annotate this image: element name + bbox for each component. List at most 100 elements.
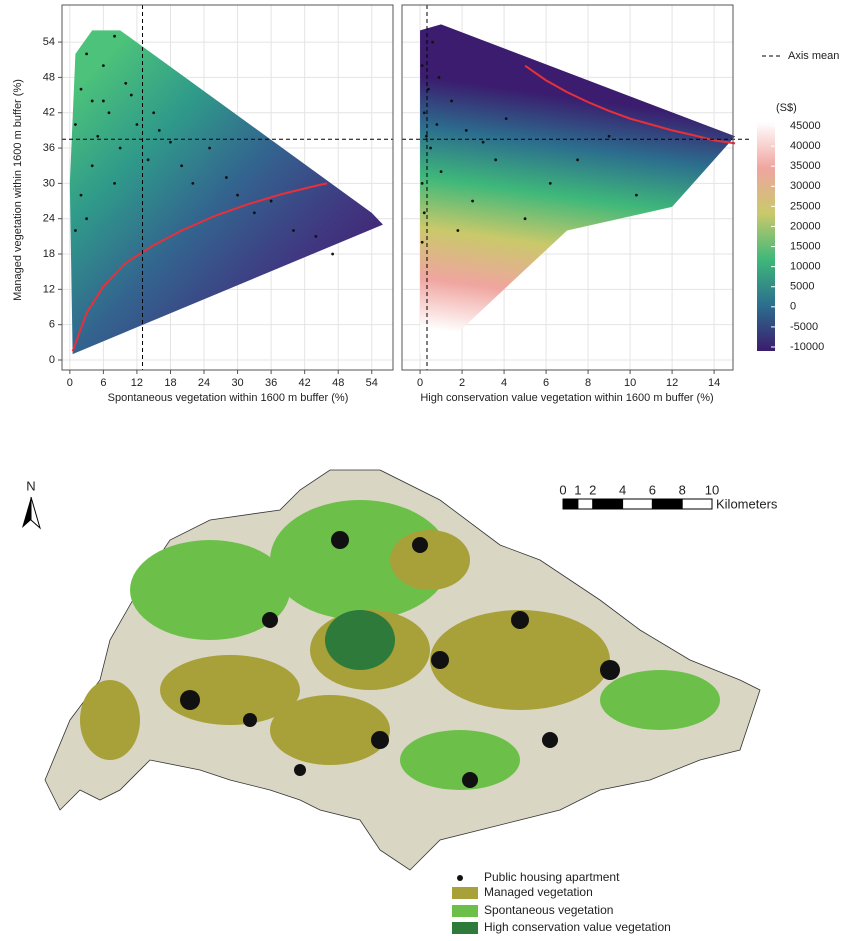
colorbar-label: -5000	[790, 321, 818, 333]
x-tick-label: 18	[164, 377, 176, 389]
scale-label: 0	[559, 482, 566, 497]
point	[74, 123, 77, 126]
y-tick-label: 6	[49, 319, 55, 331]
x-axis-label: High conservation value vegetation withi…	[420, 392, 713, 404]
point	[465, 129, 468, 132]
point	[440, 170, 443, 173]
point	[456, 229, 459, 232]
point	[505, 117, 508, 120]
point	[549, 182, 552, 185]
colorbar-label: 30000	[790, 180, 821, 192]
x-tick-label: 0	[67, 377, 73, 389]
x-tick-label: 54	[366, 377, 378, 389]
point	[423, 211, 426, 214]
point	[635, 194, 638, 197]
point	[152, 111, 155, 114]
y-tick-label: 0	[49, 354, 55, 366]
scale-segment	[593, 499, 623, 509]
point	[494, 158, 497, 161]
x-tick-label: 30	[231, 377, 243, 389]
x-tick-label: 12	[666, 377, 678, 389]
y-tick-label: 30	[43, 177, 55, 189]
legend-swatch	[452, 887, 478, 899]
colorbar-title: (S$)	[776, 102, 797, 114]
point	[130, 94, 133, 97]
legend-label: Spontaneous vegetation	[484, 903, 613, 917]
point	[85, 52, 88, 55]
legend-dot	[457, 875, 463, 881]
legend-swatch	[452, 905, 478, 917]
x-tick-label: 8	[585, 377, 591, 389]
point	[608, 135, 611, 138]
scale-segment	[563, 499, 578, 509]
point	[191, 182, 194, 185]
north-arrow	[31, 497, 40, 528]
point	[236, 194, 239, 197]
scale-label: 4	[619, 482, 626, 497]
y-tick-label: 18	[43, 248, 55, 260]
vegetation	[270, 695, 390, 765]
scale-unit: Kilometers	[716, 496, 778, 511]
point	[74, 229, 77, 232]
legend-label: Public housing apartment	[484, 870, 620, 884]
x-tick-label: 2	[459, 377, 465, 389]
scale-segment	[623, 499, 653, 509]
colorbar-label: 0	[790, 301, 796, 313]
point	[431, 41, 434, 44]
map	[45, 470, 760, 870]
colorbar-label: 10000	[790, 261, 821, 273]
y-tick-label: 54	[43, 36, 55, 48]
colorbar-label: 20000	[790, 220, 821, 232]
colorbar-label: 5000	[790, 281, 814, 293]
point	[253, 211, 256, 214]
colorbar	[757, 122, 775, 351]
point	[482, 141, 485, 144]
scale-segment	[682, 499, 712, 509]
point	[147, 158, 150, 161]
point	[471, 200, 474, 203]
colorbar-label: 25000	[790, 200, 821, 212]
y-tick-label: 12	[43, 283, 55, 295]
y-tick-label: 24	[43, 213, 55, 225]
scale-label: 2	[589, 482, 596, 497]
x-tick-label: 6	[543, 377, 549, 389]
point	[438, 76, 441, 79]
point	[102, 100, 105, 103]
point	[80, 194, 83, 197]
scale-segment	[652, 499, 682, 509]
vegetation	[600, 670, 720, 730]
scale-label: 8	[679, 482, 686, 497]
x-tick-label: 42	[299, 377, 311, 389]
point	[136, 123, 139, 126]
y-tick-label: 48	[43, 71, 55, 83]
legend-swatch	[452, 922, 478, 934]
x-tick-label: 0	[417, 377, 423, 389]
x-tick-label: 10	[624, 377, 636, 389]
vegetation	[80, 680, 140, 760]
x-tick-label: 48	[332, 377, 344, 389]
x-tick-label: 14	[708, 377, 720, 389]
colorbar-label: -10000	[790, 341, 824, 353]
vegetation	[325, 610, 395, 670]
point	[180, 164, 183, 167]
point	[292, 229, 295, 232]
point	[108, 111, 111, 114]
point	[85, 217, 88, 220]
point	[314, 235, 317, 238]
x-tick-label: 6	[100, 377, 106, 389]
scale-label: 10	[705, 482, 719, 497]
colorbar-label: 15000	[790, 240, 821, 252]
colorbar-label: 35000	[790, 160, 821, 172]
point	[113, 182, 116, 185]
point	[225, 176, 228, 179]
x-tick-label: 4	[501, 377, 507, 389]
y-tick-label: 36	[43, 142, 55, 154]
point	[169, 141, 172, 144]
point	[119, 147, 122, 150]
legend-label: Axis mean	[788, 50, 839, 62]
point	[91, 164, 94, 167]
x-tick-label: 12	[131, 377, 143, 389]
scale-label: 6	[649, 482, 656, 497]
vegetation	[400, 730, 520, 790]
x-tick-label: 24	[198, 377, 210, 389]
